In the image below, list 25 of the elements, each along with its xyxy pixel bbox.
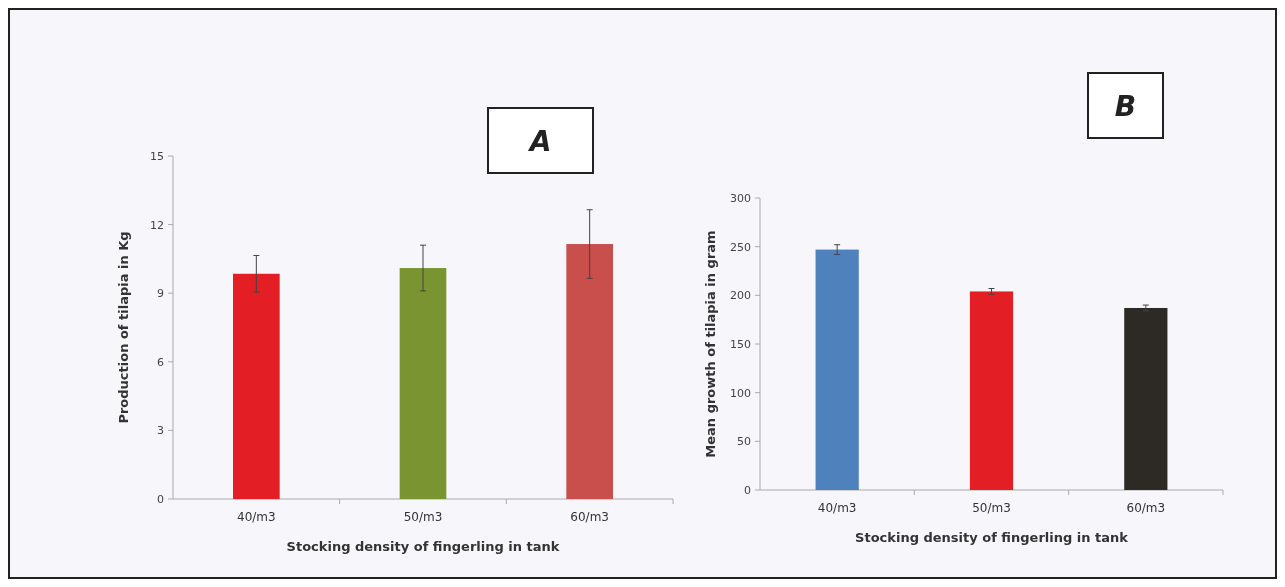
x-tick-label: 60/m3 bbox=[1126, 501, 1166, 515]
chart-title: A bbox=[527, 124, 552, 158]
x-tick-label: 40/m3 bbox=[237, 510, 276, 524]
y-tick-label: 0 bbox=[744, 484, 751, 497]
x-tick-label: 40/m3 bbox=[817, 501, 857, 515]
y-tick-label: 50 bbox=[737, 435, 751, 449]
y-tick-label: 150 bbox=[730, 338, 751, 351]
y-tick-label: 250 bbox=[730, 240, 751, 254]
x-tick-label: 50/m3 bbox=[403, 510, 443, 524]
y-tick-label: 15 bbox=[150, 150, 164, 163]
y-tick-label: 12 bbox=[150, 218, 164, 232]
x-tick-label: 60/m3 bbox=[570, 510, 609, 524]
x-axis-title: Stocking density of fingerling in tank bbox=[286, 539, 560, 554]
y-tick-label: 3 bbox=[157, 424, 164, 438]
y-tick-label: 300 bbox=[730, 192, 751, 205]
x-tick-label: 50/m3 bbox=[972, 501, 1011, 515]
chart-title: B bbox=[1114, 89, 1137, 123]
y-tick-label: 100 bbox=[730, 386, 751, 400]
y-axis-title: Production of tilapia in Kg bbox=[116, 231, 131, 424]
y-tick-label: 9 bbox=[157, 287, 164, 301]
y-tick-label: 200 bbox=[730, 289, 751, 303]
x-axis-title: Stocking density of fingerling in tank bbox=[855, 530, 1129, 545]
y-tick-label: 0 bbox=[157, 493, 164, 506]
y-tick-label: 6 bbox=[157, 355, 164, 369]
y-axis-title: Mean growth of tilapia in gram bbox=[703, 230, 718, 458]
